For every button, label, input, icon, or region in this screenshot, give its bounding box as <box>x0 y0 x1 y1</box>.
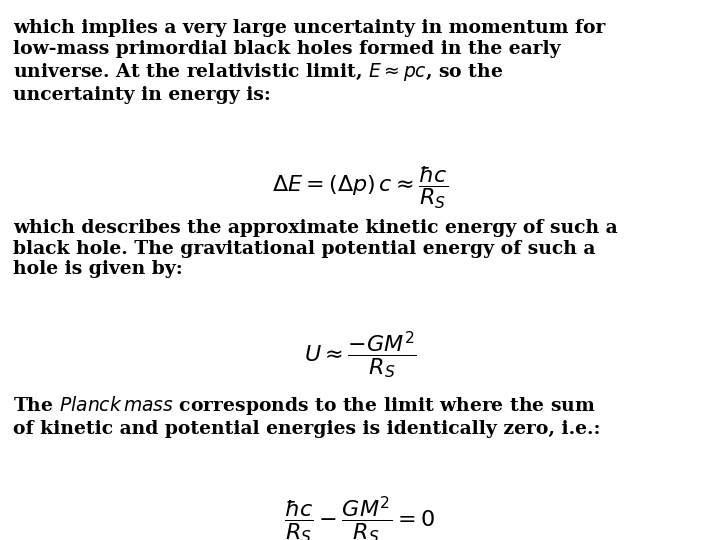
Text: $\Delta E = (\Delta p)\,c \approx \dfrac{\hbar c}{R_S}$: $\Delta E = (\Delta p)\,c \approx \dfrac… <box>272 165 448 211</box>
Text: The $\mathit{Planck\/mass}$ corresponds to the limit where the sum
of kinetic an: The $\mathit{Planck\/mass}$ corresponds … <box>13 394 600 438</box>
Text: $U \approx \dfrac{-GM^2}{R_S}$: $U \approx \dfrac{-GM^2}{R_S}$ <box>304 329 416 381</box>
Text: which describes the approximate kinetic energy of such a
black hole. The gravita: which describes the approximate kinetic … <box>13 219 618 278</box>
Text: which implies a very large uncertainty in momentum for
low-mass primordial black: which implies a very large uncertainty i… <box>13 19 606 104</box>
Text: $\dfrac{\hbar c}{R_S} - \dfrac{GM^2}{R_S} = 0$: $\dfrac{\hbar c}{R_S} - \dfrac{GM^2}{R_S… <box>284 494 436 540</box>
